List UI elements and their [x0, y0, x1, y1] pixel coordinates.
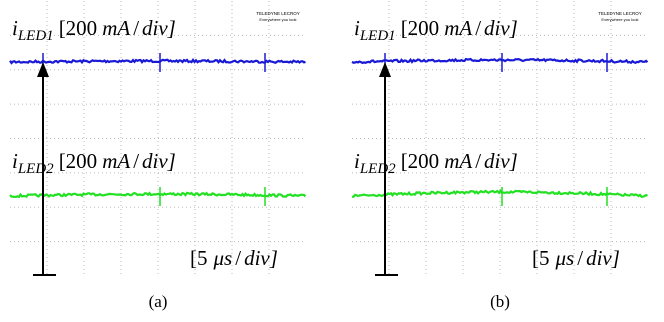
logo-brand: TELEDYNE LECROY — [598, 11, 642, 16]
subscript: LED1 — [359, 28, 396, 44]
timebase-value: [5 — [532, 246, 550, 270]
scale-sep: / — [133, 149, 139, 173]
subscript: LED2 — [359, 161, 396, 177]
logo-tagline: Everywhere you look — [259, 17, 296, 22]
subscript: LED1 — [17, 28, 54, 44]
scale: [200 — [401, 16, 440, 40]
scale-unit: mA — [102, 149, 130, 173]
scale: [200 — [59, 149, 98, 173]
scale-unit: mA — [444, 149, 472, 173]
scale-sep: / — [475, 16, 481, 40]
timebase-unit: μs — [555, 246, 575, 270]
scale-per: div] — [142, 149, 176, 173]
scale: [200 — [59, 16, 98, 40]
panel-label: (b) — [490, 292, 510, 311]
scale-unit: mA — [102, 16, 130, 40]
scale-per: div] — [484, 16, 518, 40]
timebase-sep: / — [235, 246, 241, 270]
figure: TELEDYNE LECROYEverywhere you lookiLED1[… — [0, 0, 664, 322]
scale-sep: / — [133, 16, 139, 40]
timebase-value: [5 — [190, 246, 208, 270]
scale-unit: mA — [444, 16, 472, 40]
timebase-sep: / — [577, 246, 583, 270]
logo-brand: TELEDYNE LECROY — [256, 11, 300, 16]
scale-sep: / — [475, 149, 481, 173]
timebase-unit: μs — [213, 246, 233, 270]
panel-label: (a) — [149, 292, 168, 311]
scale-per: div] — [484, 149, 518, 173]
timebase-per: div] — [586, 246, 620, 270]
logo-tagline: Everywhere you look — [601, 17, 638, 22]
scale-per: div] — [142, 16, 176, 40]
subscript: LED2 — [17, 161, 54, 177]
scale: [200 — [401, 149, 440, 173]
timebase-per: div] — [244, 246, 278, 270]
